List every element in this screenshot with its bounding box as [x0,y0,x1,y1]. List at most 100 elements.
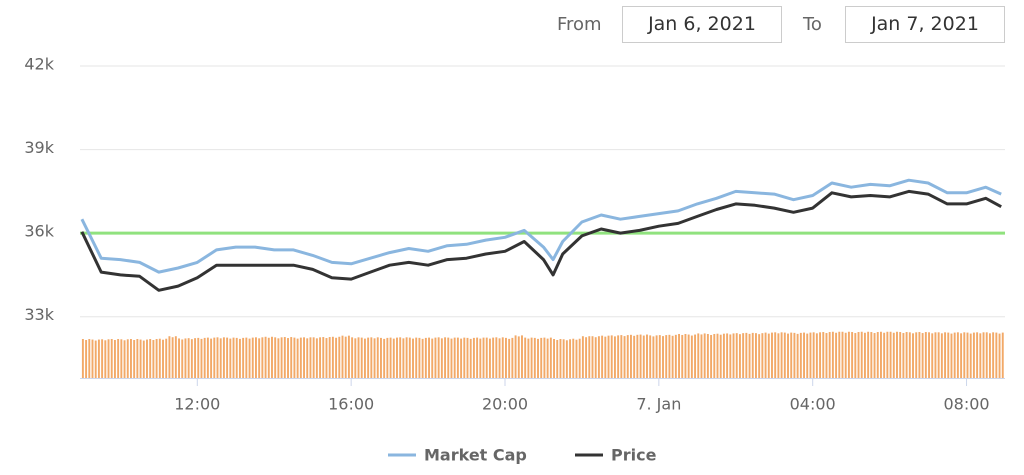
legend-label: Market Cap [424,446,527,465]
volume-bar [831,331,834,378]
volume-bar [104,340,107,378]
volume-bar [649,335,652,378]
volume-bar [267,337,270,378]
volume-bar [155,339,158,378]
volume-bar [418,337,421,378]
volume-bar [101,339,104,378]
volume-bar [562,339,565,378]
volume-bar [662,336,664,378]
volume-bar [97,339,100,378]
volume-bar [328,337,331,378]
volume-bar [604,336,607,378]
volume-bar [915,332,918,378]
volume-bar [841,331,844,378]
volume-bar [668,334,671,378]
volume-bar [280,337,283,378]
volume-bar [828,332,831,378]
from-label: From [557,14,602,35]
volume-bar [293,337,296,378]
legend-label: Price [611,446,657,465]
volume-bar [738,334,741,378]
volume-bar [203,337,206,378]
volume-bar [107,339,110,378]
volume-bar [149,339,152,378]
volume-bar [335,337,338,378]
volume-bar [646,334,648,378]
volume-bar [703,333,706,378]
volume-bar [322,337,325,378]
volume-bar [85,340,88,378]
volume-bar [764,332,767,378]
volume-bar [501,337,504,378]
volume-bar [735,333,738,378]
volume-bar [982,332,985,378]
volume-bar [229,338,232,378]
volume-bar [383,338,386,378]
volume-bar [505,337,507,378]
volume-bar [633,335,636,378]
volume-bar [966,332,969,378]
volume-bar [290,337,293,378]
volume-bar [960,333,963,378]
volume-bar [264,336,267,378]
volume-bar [238,338,241,378]
volume-bar [88,339,91,378]
volume-bar [527,338,530,378]
volume-bar [687,334,690,378]
volume-bar [402,338,405,378]
volume-bar [117,339,120,378]
volume-bar [899,332,902,378]
volume-bar [312,337,315,378]
volume-bar [158,338,161,378]
volume-bar [376,337,379,378]
volume-bar [639,334,642,378]
volume-bar [700,334,703,378]
volume-bar [597,336,600,378]
volume-bar [181,339,184,378]
volume-bar [976,332,979,378]
volume-bar [309,337,312,378]
volume-bar [405,337,408,378]
volume-bar [988,333,991,378]
volume-bar [110,339,113,378]
volume-bar [992,332,995,378]
volume-bar [360,337,363,378]
volume-bar [716,333,719,378]
volume-bar [521,335,523,378]
volume-bar [995,332,998,378]
volume-bar [146,339,148,378]
volume-bar [761,333,764,378]
volume-bar [415,337,418,378]
volume-bar [386,337,389,378]
to-input[interactable]: Jan 7, 2021 [845,6,1005,43]
volume-bar [1001,332,1004,378]
volume-bar [793,332,796,378]
volume-bar [880,331,882,378]
volume-bar [187,338,190,378]
volume-bar [940,333,943,378]
volume-bar [809,332,812,378]
volume-bar [623,336,626,378]
x-tick-label: 7. Jan [636,395,681,414]
volume-bar [956,332,959,378]
volume-bar [540,337,543,378]
volume-bar [130,339,132,378]
volume-bar [476,337,479,378]
volume-bar [168,336,171,378]
from-input[interactable]: Jan 6, 2021 [622,6,782,43]
volume-bar [412,338,414,378]
y-tick-label: 33k [24,305,54,324]
volume-bar [315,338,318,378]
volume-bar [928,332,930,378]
volume-bar [498,338,501,378]
volume-bar [258,338,261,378]
volume-bar [190,339,193,378]
volume-bar [844,332,847,378]
volume-bar [572,338,575,378]
volume-bar [767,333,770,378]
volume-bar [271,336,273,378]
volume-bar [892,332,895,378]
volume-bar [787,333,789,378]
volume-bar [774,332,777,378]
volume-bar [690,335,693,378]
